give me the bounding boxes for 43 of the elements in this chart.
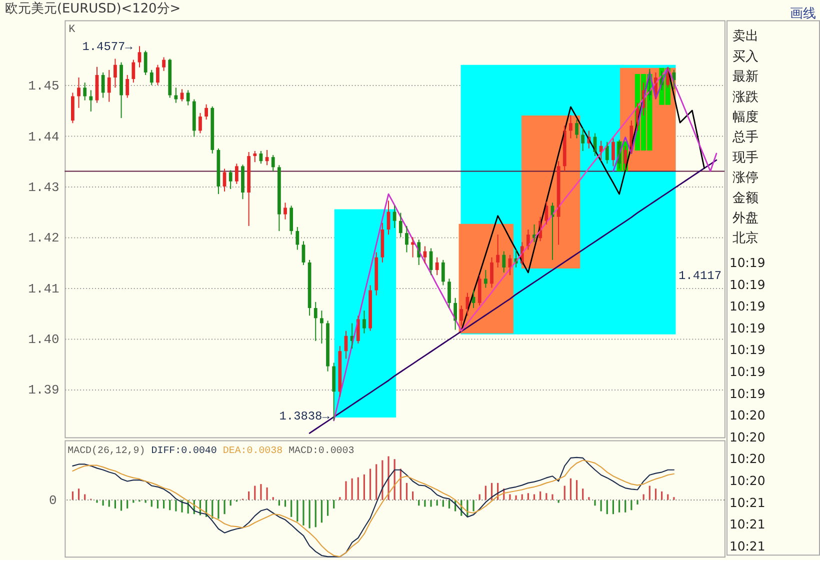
annotation: K — [68, 24, 76, 36]
text: 总手 — [731, 130, 758, 146]
text: 10:20 — [729, 451, 766, 466]
y-tick-label: 1.43 — [28, 180, 60, 195]
text: 10:19 — [729, 342, 766, 358]
text: 画线 — [790, 6, 816, 22]
y-tick-label: 1.42 — [28, 230, 60, 246]
chart-title: 欧元美元(EURUSD)<120分> — [4, 0, 181, 16]
text: 外盘 — [732, 210, 758, 226]
text: 北京 — [732, 231, 758, 246]
y-tick-label: 1.40 — [28, 332, 60, 347]
annotation: 1.4577→ — [82, 40, 134, 54]
text: DIFF:0.0040 — [151, 445, 217, 456]
text: 10:21 — [729, 516, 766, 532]
chart-title: MACD(26,12,9) — [68, 445, 146, 456]
text: 10:19 — [729, 255, 766, 270]
y-tick-label: 1.41 — [28, 281, 60, 296]
y-tick-label: 1.45 — [28, 78, 60, 94]
text: 10:20 — [729, 473, 766, 488]
text: MACD:0.0003 — [288, 445, 354, 456]
text: 10:19 — [729, 320, 766, 336]
text: 涨停 — [732, 170, 758, 186]
text: 10:20 — [729, 429, 766, 444]
ref-line-label: 0 — [48, 492, 57, 508]
text: 10:19 — [729, 276, 766, 292]
text: 10:20 — [729, 408, 766, 423]
text: 涨跌 — [732, 90, 758, 105]
text: 10:21 — [729, 494, 766, 510]
annotation: 1.3838→ — [279, 409, 330, 424]
text: 买入 — [732, 49, 758, 64]
y-tick-label: 1.39 — [28, 382, 60, 398]
text: 幅度 — [732, 108, 758, 125]
text: 卖出 — [732, 29, 758, 44]
y-tick-label: 1.44 — [28, 129, 60, 144]
text: 金额 — [732, 190, 758, 206]
text: 10:19 — [729, 364, 766, 380]
text: 10:21 — [729, 538, 766, 554]
text: 10:19 — [729, 386, 766, 401]
annotation: 1.4117 — [678, 269, 722, 284]
text: 最新 — [732, 70, 758, 85]
text: DEA:0.0038 — [222, 445, 283, 456]
text: 10:19 — [729, 298, 766, 314]
text: 现手 — [732, 150, 758, 166]
